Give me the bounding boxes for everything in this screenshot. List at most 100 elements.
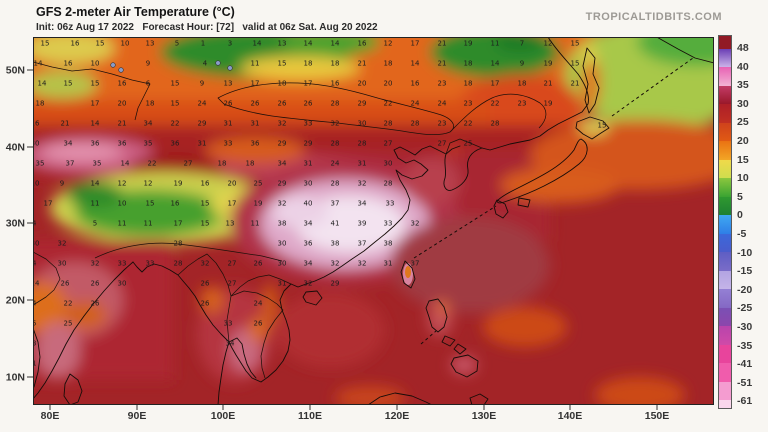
svg-text:23: 23: [464, 100, 473, 108]
svg-text:20N: 20N: [6, 295, 25, 307]
svg-text:21: 21: [118, 120, 127, 128]
svg-text:11: 11: [91, 200, 100, 208]
colorbar-label: 48: [737, 42, 749, 54]
colorbar-segment: [719, 196, 731, 216]
colorbar-label: 25: [737, 116, 749, 129]
svg-text:14: 14: [38, 80, 47, 88]
svg-text:22: 22: [148, 160, 157, 168]
svg-text:10N: 10N: [6, 372, 25, 384]
svg-text:16: 16: [118, 80, 127, 88]
svg-text:28: 28: [174, 240, 183, 248]
svg-text:29: 29: [304, 140, 313, 148]
svg-text:80E: 80E: [41, 410, 60, 422]
svg-text:10: 10: [121, 40, 130, 48]
svg-text:18: 18: [218, 160, 227, 168]
colorbar-label: 5: [737, 190, 743, 203]
svg-text:30N: 30N: [6, 218, 25, 230]
svg-text:26: 26: [251, 100, 260, 108]
svg-text:32: 32: [358, 180, 367, 188]
svg-text:26: 26: [201, 300, 210, 308]
svg-text:16: 16: [171, 200, 180, 208]
map-frame: [33, 37, 714, 405]
svg-text:14: 14: [331, 40, 340, 48]
station-temperature-values: 15 16 15 10 13 5 1 3 14 13 14 14 16 12 17 21 19 11 7 12 1514…: [28, 40, 606, 368]
svg-text:34: 34: [226, 340, 235, 348]
svg-text:30: 30: [278, 260, 287, 268]
temperature-colorbar: [718, 35, 732, 409]
svg-text:14: 14: [34, 60, 43, 68]
colorbar-segment: [719, 252, 731, 271]
svg-text:23: 23: [438, 80, 447, 88]
svg-text:20: 20: [118, 100, 127, 108]
svg-text:28: 28: [411, 120, 420, 128]
svg-text:34: 34: [64, 140, 73, 148]
svg-text:14: 14: [491, 60, 500, 68]
svg-text:32: 32: [278, 120, 287, 128]
svg-text:28: 28: [331, 140, 340, 148]
svg-text:19: 19: [464, 40, 473, 48]
svg-text:20: 20: [384, 80, 393, 88]
svg-text:21: 21: [571, 80, 580, 88]
colorbar-label: 20: [737, 135, 749, 147]
axis-ticks: [27, 69, 658, 410]
svg-text:16: 16: [31, 120, 40, 128]
svg-text:15: 15: [201, 220, 210, 228]
colorbar-tick-labels: 48 40 35 30 25 20 15 10 5 0 -5 -10 -15 -20 -25 -30 -35 -4…: [737, 35, 767, 409]
svg-text:34: 34: [304, 220, 313, 228]
colorbar-label: 35: [737, 79, 749, 92]
svg-text:20: 20: [358, 80, 367, 88]
svg-text:32: 32: [411, 220, 420, 228]
svg-text:120E: 120E: [385, 410, 410, 422]
colorbar-segment: [719, 178, 731, 197]
colorbar-segment: [719, 381, 731, 401]
svg-text:9: 9: [146, 60, 150, 68]
svg-text:28: 28: [174, 260, 183, 268]
svg-text:31: 31: [358, 160, 367, 168]
svg-text:30: 30: [384, 160, 393, 168]
svg-text:21: 21: [61, 120, 70, 128]
colorbar-segment: [719, 67, 731, 86]
svg-text:37: 37: [66, 160, 75, 168]
colorbar-segment: [719, 344, 731, 364]
svg-text:25: 25: [254, 180, 263, 188]
svg-text:31: 31: [278, 280, 287, 288]
svg-text:18: 18: [384, 60, 393, 68]
svg-text:32: 32: [58, 240, 67, 248]
svg-text:13: 13: [226, 220, 235, 228]
svg-text:38: 38: [278, 220, 287, 228]
svg-text:10: 10: [91, 60, 100, 68]
svg-text:16: 16: [331, 80, 340, 88]
svg-text:28: 28: [358, 140, 367, 148]
svg-text:11: 11: [491, 40, 500, 48]
colorbar-label: 15: [737, 153, 749, 166]
colorbar-label: -51: [737, 376, 753, 389]
svg-text:5: 5: [93, 220, 97, 228]
svg-text:130E: 130E: [472, 410, 497, 422]
svg-text:21: 21: [544, 80, 553, 88]
svg-text:15: 15: [91, 80, 100, 88]
svg-text:24: 24: [28, 300, 37, 308]
svg-text:37: 37: [331, 200, 340, 208]
country-borders: [33, 61, 547, 379]
svg-text:31: 31: [28, 360, 37, 368]
svg-text:26: 26: [91, 280, 100, 288]
svg-text:28: 28: [491, 120, 500, 128]
svg-text:34: 34: [304, 260, 313, 268]
svg-text:17: 17: [174, 220, 183, 228]
svg-text:24: 24: [254, 300, 263, 308]
colorbar-label: -25: [737, 302, 753, 315]
svg-text:33: 33: [384, 220, 393, 228]
svg-text:14: 14: [91, 120, 100, 128]
svg-text:36: 36: [304, 240, 313, 248]
svg-text:26: 26: [304, 100, 313, 108]
svg-text:13: 13: [278, 40, 287, 48]
svg-text:26: 26: [61, 280, 70, 288]
svg-text:15: 15: [571, 60, 580, 68]
colorbar-label: -5: [737, 228, 747, 240]
svg-text:15: 15: [201, 200, 210, 208]
svg-text:32: 32: [331, 120, 340, 128]
svg-text:18: 18: [146, 100, 155, 108]
svg-text:15: 15: [96, 40, 105, 48]
svg-text:16: 16: [64, 60, 73, 68]
